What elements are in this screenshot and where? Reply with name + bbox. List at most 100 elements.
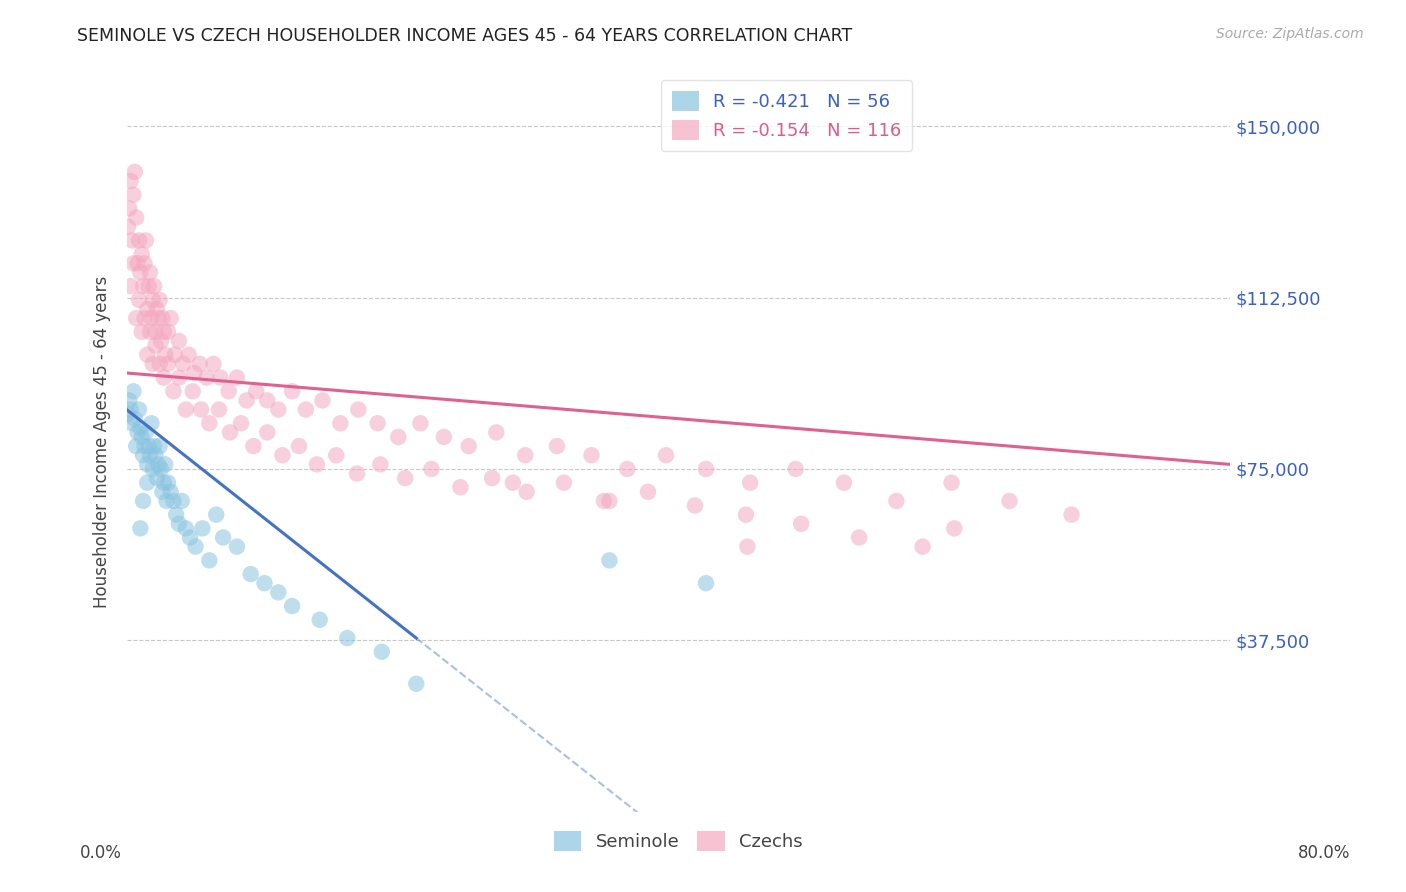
Point: [515, 448, 537, 462]
Point: [117, 407, 139, 421]
Point: [256, 425, 278, 440]
Point: [152, 325, 174, 339]
Point: [170, 494, 193, 508]
Point: [150, 334, 173, 348]
Point: [136, 475, 159, 490]
Point: [153, 348, 176, 362]
Point: [209, 370, 232, 384]
Point: [135, 234, 157, 248]
Point: [245, 384, 267, 399]
Point: [165, 508, 187, 522]
Point: [457, 439, 479, 453]
Point: [295, 402, 318, 417]
Point: [174, 521, 197, 535]
Point: [219, 425, 242, 440]
Point: [143, 439, 166, 453]
Point: [134, 256, 156, 270]
Point: [167, 370, 190, 384]
Point: [485, 425, 508, 440]
Point: [420, 462, 443, 476]
Point: [516, 484, 538, 499]
Point: [136, 458, 159, 472]
Point: [256, 393, 278, 408]
Point: [138, 439, 160, 453]
Point: [229, 417, 252, 431]
Point: [156, 357, 179, 371]
Point: [145, 325, 167, 339]
Text: SEMINOLE VS CZECH HOUSEHOLDER INCOME AGES 45 - 64 YEARS CORRELATION CHART: SEMINOLE VS CZECH HOUSEHOLDER INCOME AGE…: [77, 27, 852, 45]
Point: [146, 471, 169, 485]
Point: [253, 576, 276, 591]
Point: [387, 430, 409, 444]
Point: [655, 448, 678, 462]
Point: [637, 484, 659, 499]
Point: [235, 393, 257, 408]
Point: [142, 293, 165, 307]
Point: [449, 480, 471, 494]
Point: [225, 540, 249, 554]
Point: [191, 521, 214, 535]
Point: [120, 279, 142, 293]
Point: [118, 202, 141, 216]
Point: [139, 448, 162, 462]
Point: [598, 553, 620, 567]
Point: [179, 531, 201, 545]
Point: [183, 366, 205, 380]
Text: Source: ZipAtlas.com: Source: ZipAtlas.com: [1216, 27, 1364, 41]
Point: [546, 439, 568, 453]
Point: [125, 311, 148, 326]
Point: [163, 348, 186, 362]
Point: [121, 417, 143, 431]
Point: [242, 439, 264, 453]
Point: [145, 338, 167, 352]
Point: [128, 234, 150, 248]
Point: [911, 540, 934, 554]
Point: [502, 475, 524, 490]
Point: [943, 521, 966, 535]
Point: [394, 471, 416, 485]
Point: [139, 325, 162, 339]
Point: [127, 256, 149, 270]
Point: [141, 417, 163, 431]
Point: [148, 458, 170, 472]
Point: [129, 421, 152, 435]
Point: [149, 293, 172, 307]
Point: [122, 384, 145, 399]
Point: [156, 325, 179, 339]
Point: [122, 256, 145, 270]
Point: [288, 439, 311, 453]
Point: [162, 384, 184, 399]
Y-axis label: Householder Income Ages 45 - 64 years: Householder Income Ages 45 - 64 years: [93, 276, 111, 607]
Point: [134, 311, 156, 326]
Point: [481, 471, 503, 485]
Point: [155, 494, 177, 508]
Point: [120, 174, 142, 188]
Point: [433, 430, 456, 444]
Point: [143, 279, 166, 293]
Point: [785, 462, 807, 476]
Point: [156, 475, 179, 490]
Point: [129, 265, 152, 279]
Point: [329, 417, 352, 431]
Point: [212, 531, 235, 545]
Point: [125, 439, 148, 453]
Point: [167, 334, 190, 348]
Point: [139, 265, 162, 279]
Point: [195, 370, 218, 384]
Point: [409, 417, 432, 431]
Point: [131, 247, 153, 261]
Point: [735, 508, 758, 522]
Point: [198, 553, 221, 567]
Point: [281, 599, 304, 613]
Point: [267, 585, 290, 599]
Point: [616, 462, 638, 476]
Point: [152, 484, 174, 499]
Text: 0.0%: 0.0%: [80, 844, 122, 862]
Point: [683, 499, 706, 513]
Point: [325, 448, 347, 462]
Point: [225, 370, 249, 384]
Point: [695, 576, 717, 591]
Point: [740, 475, 762, 490]
Point: [305, 458, 328, 472]
Point: [184, 540, 207, 554]
